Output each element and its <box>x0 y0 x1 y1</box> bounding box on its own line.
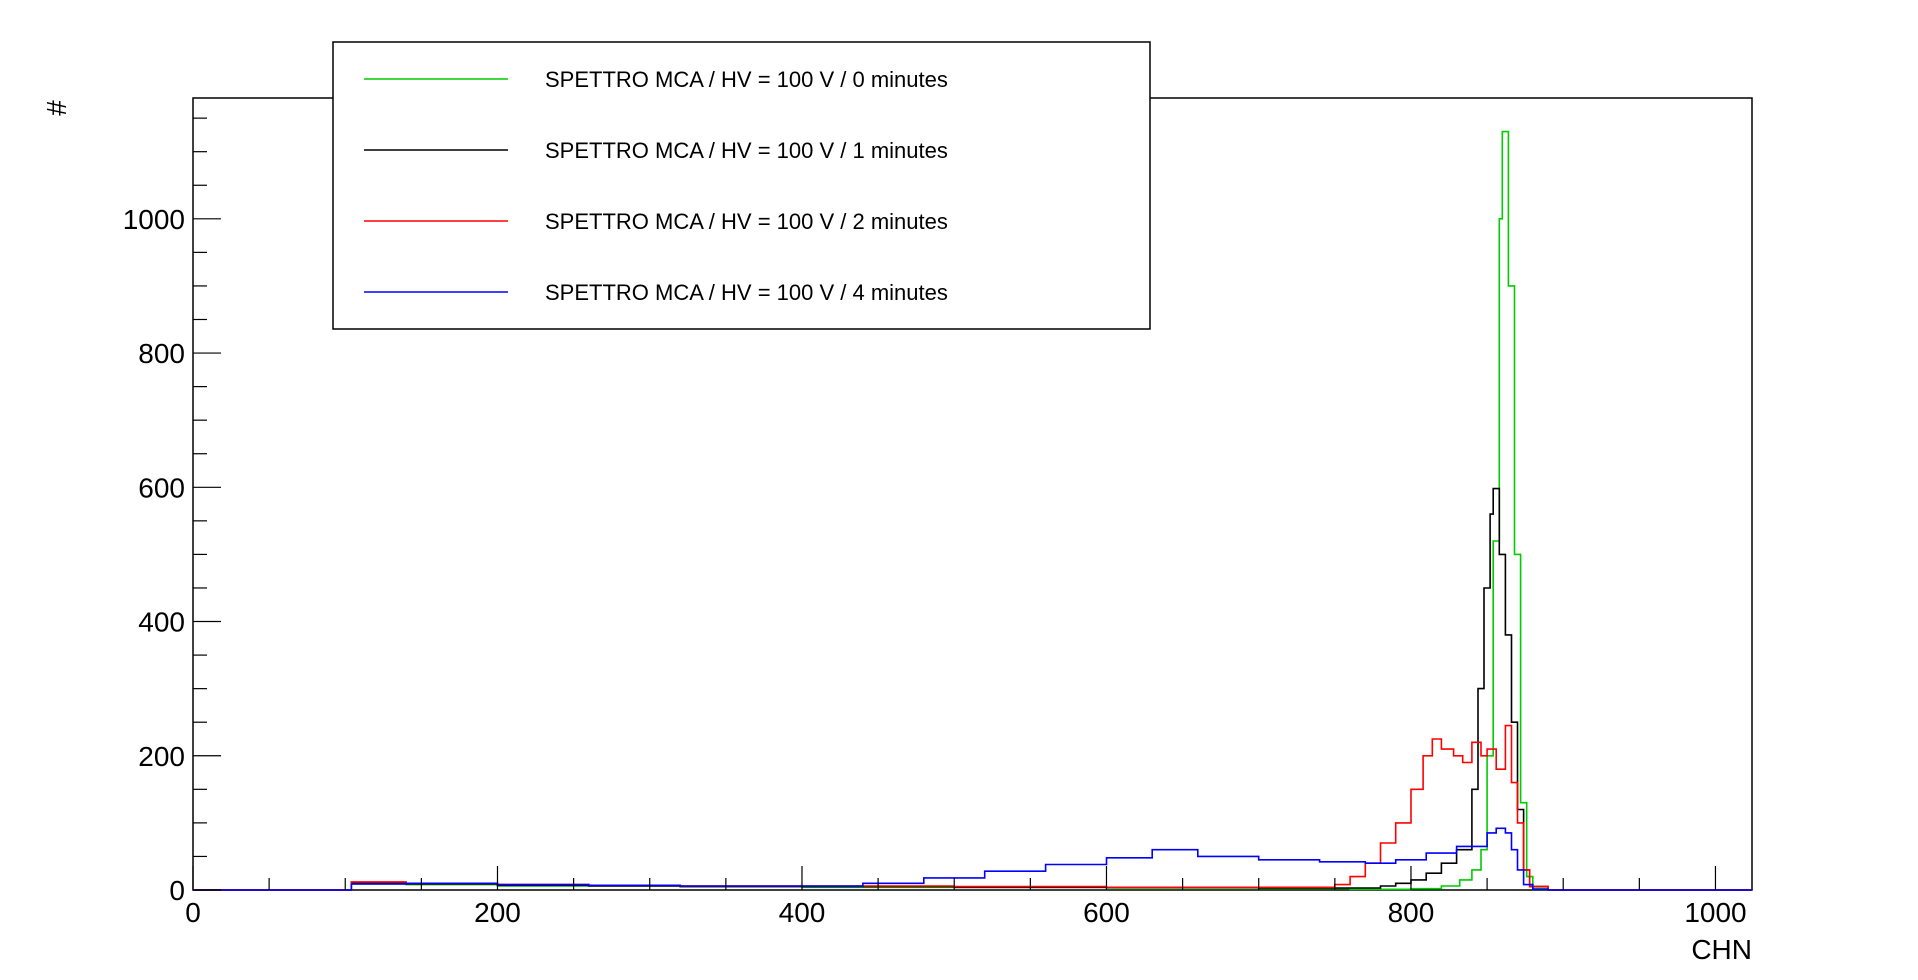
legend-label-0: SPETTRO MCA / HV = 100 V / 0 minutes <box>545 67 948 92</box>
y-tick-label: 200 <box>138 741 185 772</box>
y-tick-label: 600 <box>138 472 185 503</box>
legend-label-2: SPETTRO MCA / HV = 100 V / 2 minutes <box>545 209 948 234</box>
x-tick-label: 1000 <box>1684 897 1746 928</box>
x-tick-label: 600 <box>1083 897 1130 928</box>
y-tick-label: 800 <box>138 338 185 369</box>
x-tick-label: 200 <box>474 897 521 928</box>
y-axis-title: # <box>41 100 72 116</box>
x-axis-title: CHN <box>1691 934 1752 965</box>
legend-box <box>332 41 1151 330</box>
y-tick-label: 1000 <box>123 204 185 235</box>
series-line-1 <box>193 487 1752 891</box>
y-tick-label: 400 <box>138 607 185 638</box>
x-tick-label: 400 <box>779 897 826 928</box>
x-tick-label: 0 <box>185 897 201 928</box>
legend-label-3: SPETTRO MCA / HV = 100 V / 4 minutes <box>545 280 948 305</box>
series-line-3 <box>193 827 1752 891</box>
y-tick-label: 0 <box>169 875 185 906</box>
legend-label-1: SPETTRO MCA / HV = 100 V / 1 minutes <box>545 138 948 163</box>
x-tick-label: 800 <box>1388 897 1435 928</box>
